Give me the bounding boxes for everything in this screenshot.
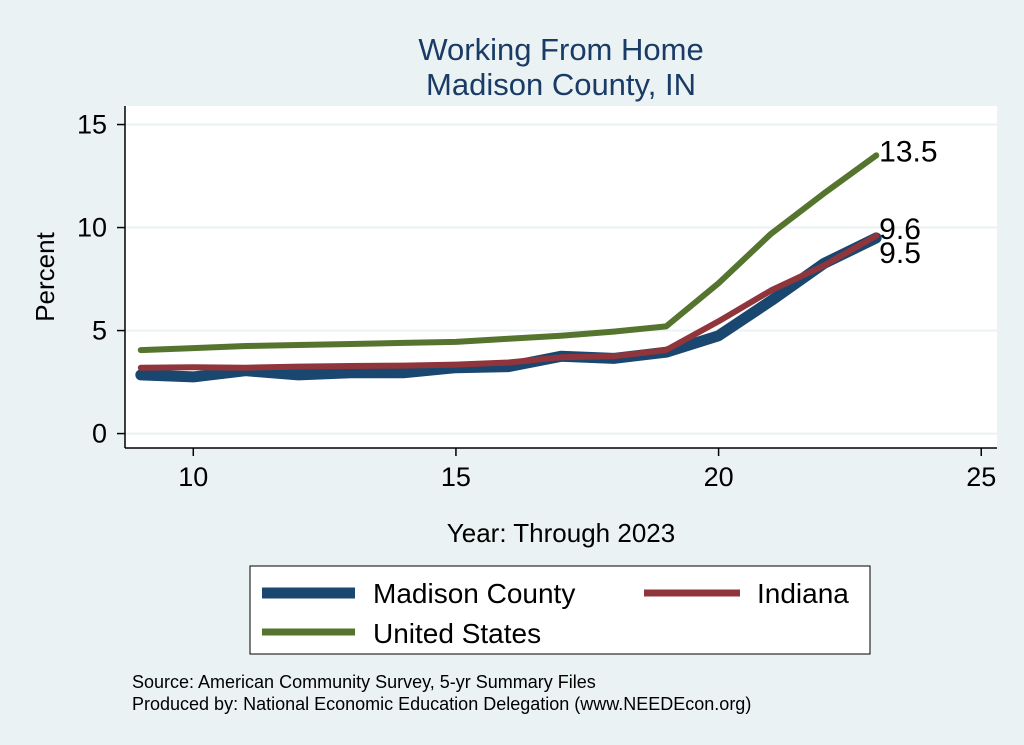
- legend-label-indiana: Indiana: [757, 578, 849, 609]
- grid-lines: [125, 123, 997, 435]
- x-tick-label: 15: [441, 462, 471, 492]
- x-tick-label: 25: [966, 462, 996, 492]
- end-label-indiana: 9.6: [879, 213, 921, 246]
- y-tick-label: 10: [77, 213, 107, 243]
- x-tick-label: 20: [704, 462, 734, 492]
- x-axis-title: Year: Through 2023: [447, 518, 675, 548]
- end-labels: 9.59.6 13.5: [879, 135, 937, 269]
- series-line-madison-county: [135, 232, 882, 383]
- source-note: Source: American Community Survey, 5-yr …: [132, 672, 596, 692]
- series-line-indiana: [137, 232, 880, 371]
- y-tick-label: 5: [92, 316, 107, 346]
- end-label-united-states: 13.5: [879, 135, 937, 168]
- end-point-indiana: [873, 232, 880, 239]
- y-tick-label: 15: [77, 110, 107, 140]
- x-tick-label: 10: [178, 462, 208, 492]
- y-tick-label: 0: [92, 419, 107, 449]
- produced-by-note: Produced by: National Economic Education…: [132, 694, 751, 714]
- end-label-madison-county: 9.5: [879, 237, 921, 270]
- series-lines: [135, 152, 882, 383]
- legend-label-madison-county: Madison County: [373, 578, 575, 609]
- plot-area: [125, 106, 997, 448]
- chart-title-line-1: Working From Home: [418, 32, 703, 67]
- end-point-united-states: [873, 152, 880, 159]
- legend: Madison County Indiana United States: [249, 565, 871, 655]
- series-line-united-states: [137, 152, 880, 354]
- legend-box: [249, 565, 871, 655]
- axes: 0 5 10 15 10 15 20 25: [77, 106, 997, 492]
- legend-label-united-states: United States: [373, 618, 541, 649]
- chart-title-line-2: Madison County, IN: [426, 67, 696, 102]
- y-axis-title: Percent: [30, 231, 60, 321]
